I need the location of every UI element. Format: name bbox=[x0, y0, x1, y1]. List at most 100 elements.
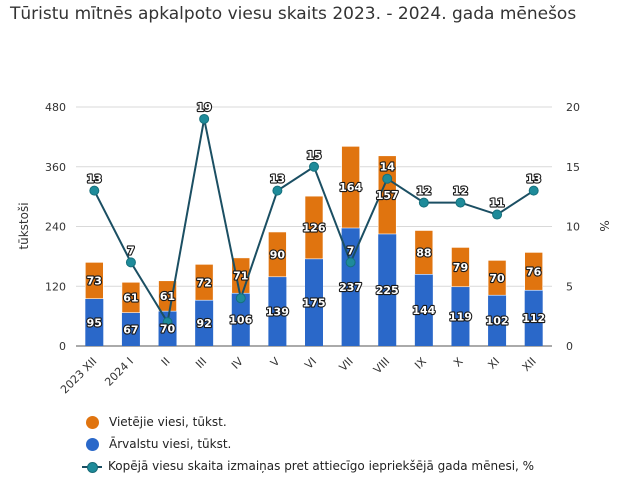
bar-local bbox=[194, 264, 214, 301]
bar-foreign-label: 225 bbox=[376, 284, 399, 297]
line-layer bbox=[89, 113, 539, 328]
bar-foreign-label: 70 bbox=[160, 323, 176, 336]
bar-local bbox=[414, 230, 434, 275]
legend-local-label: Vietējie viesi, tūkst. bbox=[109, 415, 227, 429]
change-point bbox=[492, 209, 503, 220]
x-tick-label: II bbox=[159, 355, 173, 369]
bar-local-label: 72 bbox=[196, 276, 211, 289]
x-tick-label: VII bbox=[337, 355, 356, 374]
y-tick-label: 360 bbox=[45, 161, 66, 174]
legend-change-label: Kopējā viesu skaita izmaiņas pret attiec… bbox=[108, 459, 535, 473]
bar-local-label: 90 bbox=[270, 248, 286, 261]
change-point-label: 15 bbox=[306, 149, 321, 162]
change-point-label: 7 bbox=[347, 244, 355, 257]
change-point bbox=[125, 257, 136, 268]
change-point bbox=[235, 293, 246, 304]
x-tick-label: IV bbox=[229, 355, 246, 372]
change-point bbox=[345, 257, 356, 268]
change-point-label: 13 bbox=[270, 173, 285, 186]
legend-local-swatch bbox=[86, 415, 99, 429]
legend-item-foreign[interactable]: Ārvalstu viesi, tūkst. bbox=[86, 433, 534, 455]
y2-tick-label: 15 bbox=[566, 161, 580, 174]
chart-area: 9573676170619272106711399017512623716422… bbox=[17, 100, 611, 396]
y-axis-title: tūkstoši bbox=[17, 202, 31, 249]
bar-local-label: 73 bbox=[87, 275, 102, 288]
x-tick-label: 2023 XII bbox=[58, 355, 99, 396]
change-point bbox=[89, 185, 100, 196]
x-tick-label: V bbox=[268, 355, 283, 370]
bar-local bbox=[487, 260, 507, 296]
y2-tick-label: 5 bbox=[566, 280, 573, 293]
change-point-label: 12 bbox=[453, 185, 468, 198]
change-point-label: 14 bbox=[380, 161, 396, 174]
x-tick-label: X bbox=[451, 355, 466, 370]
y2-tick-label: 20 bbox=[566, 101, 580, 114]
y2-axis-title: % bbox=[597, 220, 611, 231]
bar-foreign bbox=[524, 290, 543, 346]
y2-tick-label: 0 bbox=[566, 340, 573, 353]
change-point-label: 13 bbox=[87, 173, 102, 186]
bar-foreign-label: 92 bbox=[196, 317, 211, 330]
legend-foreign-swatch bbox=[86, 437, 99, 451]
x-tick-label: XII bbox=[520, 355, 539, 374]
x-tick-label: XI bbox=[485, 355, 502, 372]
y2-tick-label: 10 bbox=[566, 221, 580, 234]
bar-local-label: 61 bbox=[160, 290, 175, 303]
change-point-label: 12 bbox=[416, 185, 431, 198]
bar-foreign bbox=[195, 300, 214, 346]
bar-foreign bbox=[158, 311, 177, 346]
bar-foreign bbox=[451, 286, 470, 346]
bar-foreign-label: 95 bbox=[87, 316, 102, 329]
bar-foreign bbox=[414, 274, 433, 346]
data-label-layer: 95 73 67 61 70 61 92 72 106 71 139 90 175 126 237 164 22… bbox=[86, 100, 547, 338]
x-tick-label: IX bbox=[412, 355, 429, 372]
bar-local-label: 70 bbox=[489, 272, 505, 285]
bar-foreign-label: 144 bbox=[412, 304, 435, 317]
change-point bbox=[162, 317, 173, 328]
bar-local-label: 126 bbox=[303, 221, 326, 234]
bar-foreign-label: 112 bbox=[522, 312, 545, 325]
bar-foreign bbox=[231, 293, 250, 346]
bar-foreign-label: 67 bbox=[123, 323, 138, 336]
bar-foreign-label: 106 bbox=[229, 314, 252, 327]
y-tick-label: 240 bbox=[45, 221, 66, 234]
legend-item-change[interactable]: Kopējā viesu skaita izmaiņas pret attiec… bbox=[82, 455, 535, 477]
chart-title: Tūristu mītnēs apkalpoto viesu skaits 20… bbox=[10, 4, 577, 24]
bar-foreign bbox=[305, 258, 323, 346]
bar-foreign bbox=[488, 295, 507, 346]
legend-change-swatch bbox=[82, 460, 102, 473]
bar-local bbox=[304, 195, 324, 260]
change-point-label: 19 bbox=[196, 101, 211, 114]
bar-local bbox=[268, 231, 287, 278]
bar-local-label: 71 bbox=[233, 270, 248, 283]
x-tick-label: III bbox=[193, 355, 209, 371]
legend: Vietējie viesi, tūkst. Ārvalstu viesi, t… bbox=[82, 411, 535, 477]
bar-local bbox=[451, 247, 470, 288]
bar-foreign-label: 139 bbox=[266, 305, 289, 318]
change-point bbox=[382, 173, 393, 184]
y-tick-label: 480 bbox=[45, 101, 66, 114]
y-tick-label: 120 bbox=[45, 280, 66, 293]
bar-foreign bbox=[341, 227, 360, 346]
legend-foreign-label: Ārvalstu viesi, tūkst. bbox=[109, 437, 232, 451]
x-tick-label: 2024 I bbox=[102, 355, 136, 389]
change-point-label: 11 bbox=[489, 197, 504, 210]
y-tick-label: 0 bbox=[59, 340, 66, 353]
legend-item-local[interactable]: Vietējie viesi, tūkst. bbox=[86, 411, 534, 433]
change-point bbox=[272, 185, 283, 196]
bar-local-label: 164 bbox=[339, 181, 362, 194]
bar-local bbox=[341, 146, 360, 229]
bar-local bbox=[85, 262, 104, 299]
bar-foreign bbox=[268, 276, 287, 346]
change-point bbox=[418, 197, 429, 208]
bar-foreign-label: 237 bbox=[339, 281, 362, 294]
bar-foreign-label: 102 bbox=[486, 315, 509, 328]
change-point bbox=[199, 113, 210, 124]
x-tick-label: VIII bbox=[371, 355, 392, 376]
bar-foreign bbox=[378, 233, 397, 346]
x-tick-label: VI bbox=[302, 355, 319, 372]
change-point bbox=[309, 161, 319, 172]
bar-local-label: 157 bbox=[376, 189, 399, 202]
change-point bbox=[528, 185, 539, 196]
bar-local bbox=[121, 281, 141, 313]
